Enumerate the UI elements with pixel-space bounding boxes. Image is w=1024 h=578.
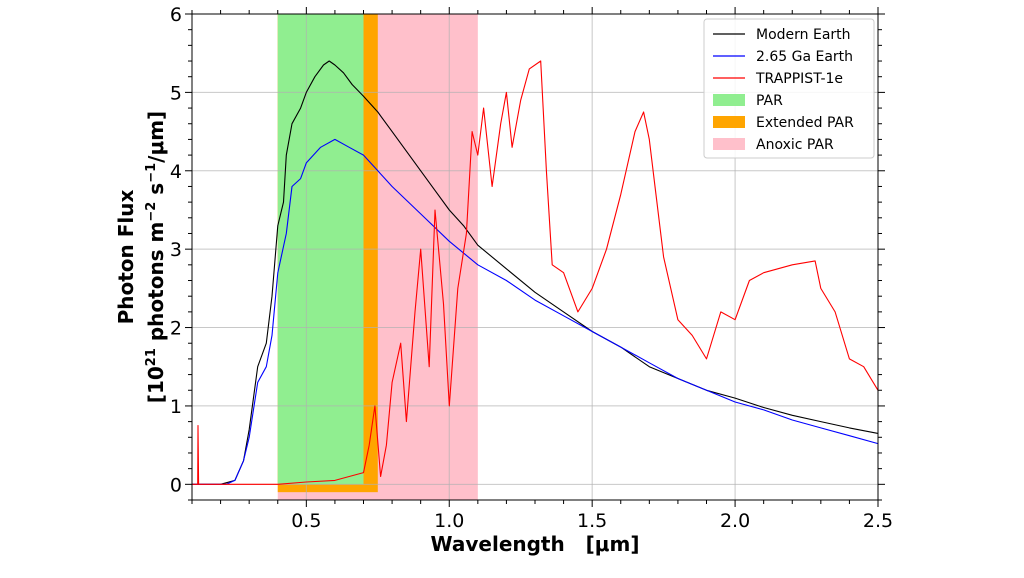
x-tick-label: 2.5	[863, 510, 893, 532]
y-tick-labels: 0 1 2 3 4 5 6	[170, 4, 182, 496]
y-tick-label: 3	[170, 239, 182, 261]
x-tick-label: 2.0	[720, 510, 750, 532]
y-tick-label: 0	[170, 474, 182, 496]
legend-item-extended-par: Extended PAR	[713, 115, 854, 131]
legend-patch-swatch	[713, 94, 745, 106]
series-lines	[192, 60, 879, 485]
legend-label: Extended PAR	[756, 115, 854, 131]
y-axis-label-line1: Photon Flux	[114, 190, 138, 325]
legend-item-par: PAR	[713, 93, 783, 109]
y-tick-label: 2	[170, 318, 182, 340]
legend-box	[703, 18, 875, 159]
x-tick-label: 0.5	[291, 510, 321, 532]
legend-item-modern-earth: Modern Earth	[713, 27, 851, 43]
shaded-regions	[277, 14, 478, 500]
legend-item-2-65-ga-earth: 2.65 Ga Earth	[713, 49, 853, 65]
y-axis-label-line2: [1021 photons m−2 s−1/μm]	[144, 111, 168, 403]
series-2-65-ga-earth	[192, 138, 879, 485]
axis-ticks	[185, 7, 885, 507]
x-tick-label: 1.0	[434, 510, 464, 532]
x-tick-labels: 0.5 1.0 1.5 2.0 2.5	[291, 510, 893, 532]
series-trappist-1e	[192, 60, 879, 485]
x-tick-label: 1.5	[577, 510, 607, 532]
legend-item-anoxic-par: Anoxic PAR	[713, 137, 834, 153]
legend-item-trappist-1e: TRAPPIST-1e	[713, 71, 843, 87]
y-tick-label: 4	[170, 161, 182, 183]
legend-patch-swatch	[713, 116, 745, 128]
legend-label: Modern Earth	[756, 27, 851, 43]
y-axis-label: Photon Flux [1021 photons m−2 s−1/μm]	[114, 111, 168, 403]
legend: Modern Earth 2.65 Ga Earth TRAPPIST-1e PAR E…	[703, 18, 875, 159]
legend-label: 2.65 Ga Earth	[756, 49, 853, 65]
legend-label: TRAPPIST-1e	[755, 71, 843, 87]
y-tick-label: 5	[170, 82, 182, 104]
y-tick-label: 1	[170, 396, 182, 418]
legend-label: Anoxic PAR	[756, 137, 834, 153]
legend-patch-swatch	[713, 138, 745, 150]
y-tick-label: 6	[170, 4, 182, 26]
x-axis-label: Wavelength [μm]	[431, 532, 640, 556]
legend-label: PAR	[756, 93, 783, 109]
